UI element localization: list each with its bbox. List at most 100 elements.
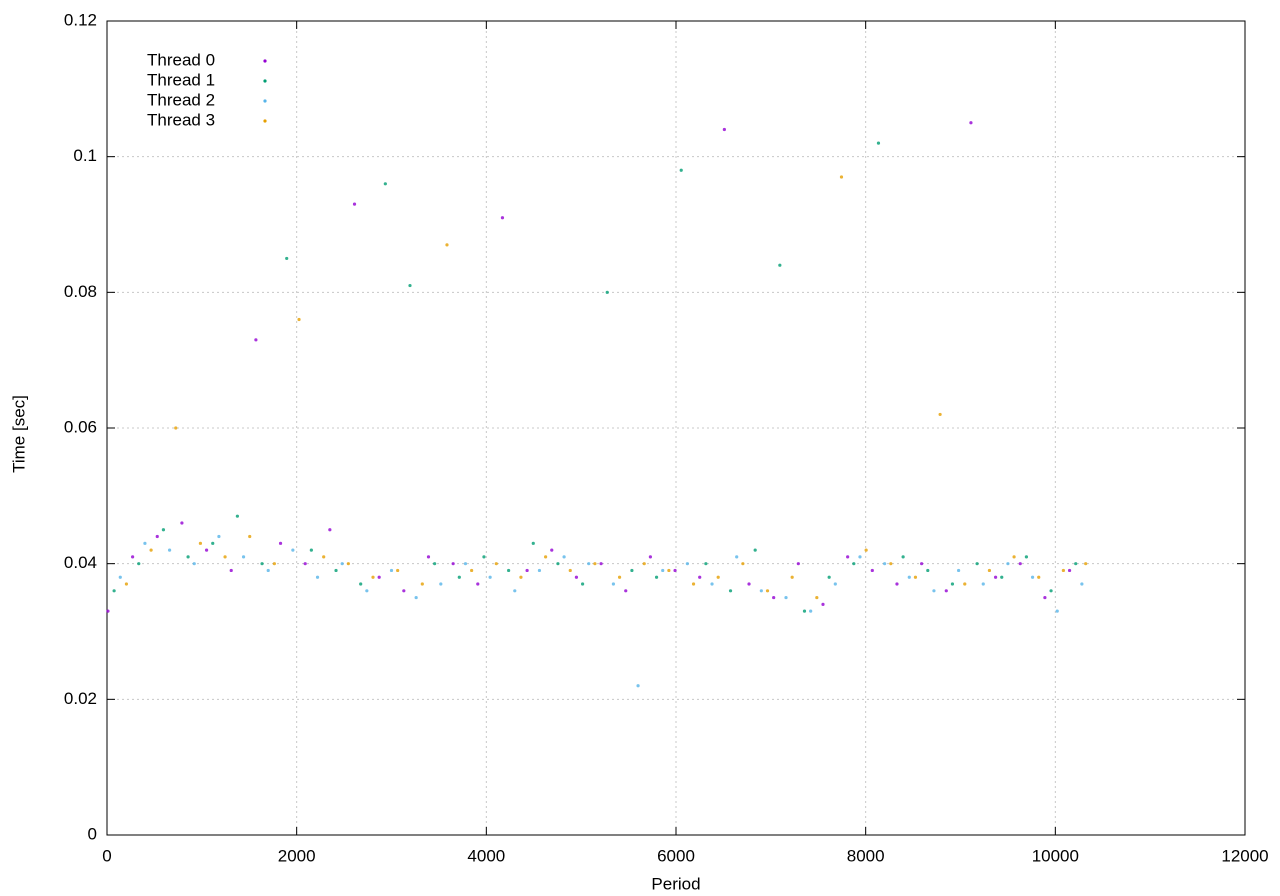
point bbox=[309, 548, 313, 552]
point bbox=[137, 562, 141, 566]
point bbox=[315, 575, 320, 579]
point bbox=[809, 609, 813, 613]
point bbox=[1067, 568, 1072, 573]
point bbox=[106, 609, 110, 613]
point bbox=[260, 562, 264, 566]
point bbox=[593, 562, 597, 566]
point bbox=[470, 568, 474, 573]
point bbox=[297, 317, 301, 322]
point bbox=[636, 684, 640, 688]
legend-marker bbox=[263, 59, 267, 63]
point bbox=[858, 555, 862, 559]
point bbox=[704, 562, 708, 566]
point bbox=[1018, 562, 1022, 566]
point bbox=[451, 562, 455, 566]
point bbox=[605, 290, 609, 294]
point bbox=[359, 582, 363, 586]
point bbox=[445, 243, 449, 247]
point bbox=[537, 568, 542, 573]
legend-label: Thread 0 bbox=[147, 50, 215, 69]
point bbox=[1006, 562, 1010, 566]
point bbox=[118, 575, 122, 579]
point bbox=[198, 541, 203, 545]
x-tick-label: 0 bbox=[102, 846, 111, 865]
point bbox=[1074, 562, 1078, 566]
point bbox=[1080, 582, 1084, 586]
point bbox=[131, 555, 135, 559]
point bbox=[765, 589, 770, 593]
point bbox=[1030, 575, 1035, 579]
point bbox=[235, 514, 239, 518]
x-tick-label: 12000 bbox=[1221, 846, 1268, 865]
point bbox=[402, 589, 406, 593]
point bbox=[340, 562, 344, 566]
point bbox=[599, 562, 603, 566]
point bbox=[932, 589, 936, 593]
point bbox=[1061, 568, 1065, 573]
point bbox=[346, 562, 350, 566]
point bbox=[223, 555, 227, 559]
point bbox=[414, 595, 418, 600]
x-tick-label: 2000 bbox=[278, 846, 316, 865]
point bbox=[519, 575, 523, 579]
point bbox=[624, 589, 628, 593]
point bbox=[112, 589, 116, 593]
point bbox=[913, 575, 918, 579]
point bbox=[488, 575, 492, 579]
point bbox=[587, 562, 591, 566]
point bbox=[1043, 595, 1047, 600]
point bbox=[950, 582, 955, 586]
point bbox=[987, 568, 992, 573]
point bbox=[846, 555, 850, 559]
point bbox=[229, 568, 233, 573]
point bbox=[815, 595, 819, 600]
point bbox=[821, 602, 825, 606]
point bbox=[722, 127, 726, 132]
point bbox=[611, 582, 616, 586]
point bbox=[328, 528, 332, 532]
point bbox=[352, 202, 357, 206]
point bbox=[901, 555, 905, 559]
point bbox=[396, 568, 400, 573]
point bbox=[975, 562, 979, 566]
point bbox=[204, 548, 209, 552]
y-tick-label: 0 bbox=[88, 824, 97, 843]
point bbox=[476, 582, 480, 586]
point bbox=[531, 541, 535, 545]
point bbox=[1000, 575, 1004, 579]
point bbox=[790, 575, 794, 579]
y-tick-label: 0.1 bbox=[73, 146, 97, 165]
legend-label: Thread 3 bbox=[147, 110, 215, 129]
point bbox=[272, 562, 276, 566]
point bbox=[685, 562, 689, 566]
legend-marker bbox=[263, 119, 267, 123]
legend-label: Thread 2 bbox=[147, 90, 215, 109]
point bbox=[365, 589, 369, 593]
point bbox=[155, 534, 159, 539]
point bbox=[254, 338, 258, 342]
point bbox=[778, 263, 782, 267]
plot-border bbox=[106, 20, 1246, 836]
point bbox=[926, 568, 930, 573]
point bbox=[728, 589, 733, 593]
point bbox=[1012, 555, 1016, 559]
point bbox=[938, 412, 942, 417]
point bbox=[969, 121, 973, 125]
point bbox=[426, 555, 431, 559]
point bbox=[1037, 575, 1041, 579]
point bbox=[377, 575, 381, 579]
point bbox=[667, 568, 671, 573]
point bbox=[544, 555, 548, 559]
point bbox=[691, 582, 696, 586]
point bbox=[870, 568, 874, 573]
point bbox=[747, 582, 751, 586]
legend-marker bbox=[263, 79, 267, 83]
point bbox=[371, 575, 375, 579]
point bbox=[580, 582, 585, 586]
point bbox=[833, 582, 837, 586]
x-axis-label: Period bbox=[651, 874, 700, 893]
point bbox=[303, 562, 307, 566]
point bbox=[507, 568, 511, 573]
point bbox=[735, 555, 739, 559]
point bbox=[500, 216, 505, 220]
